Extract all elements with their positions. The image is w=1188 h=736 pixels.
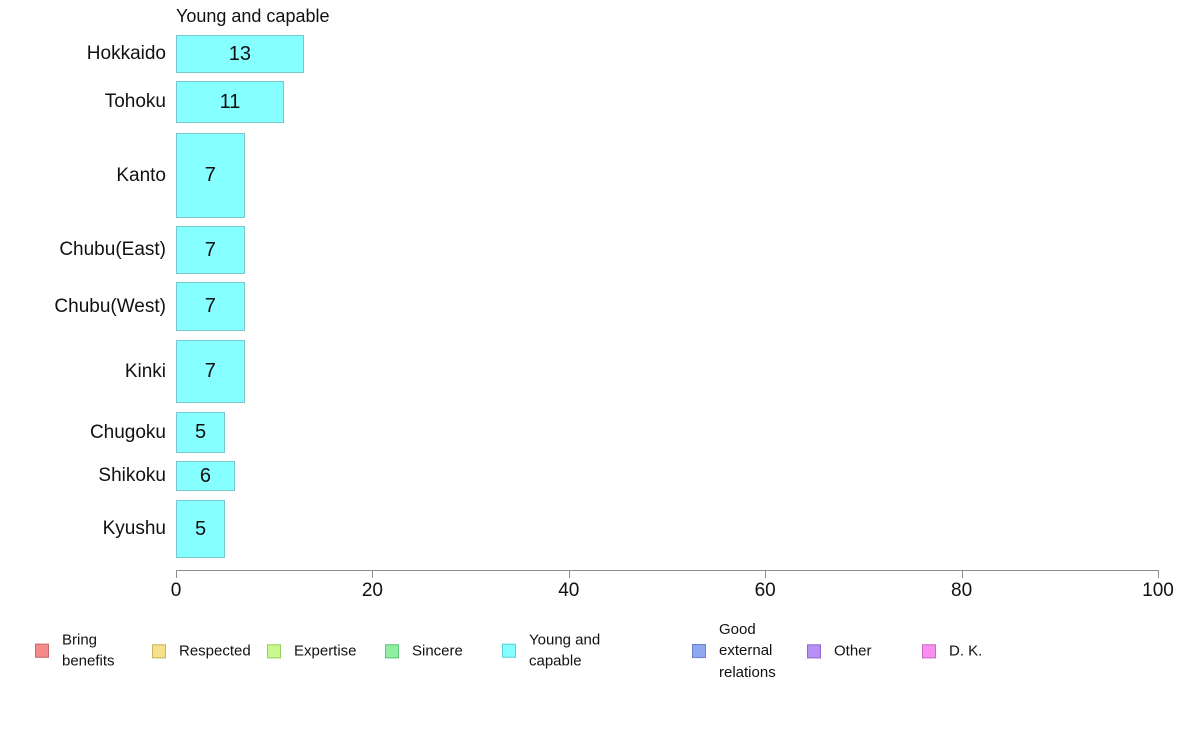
category-label: Hokkaido [86,43,166,64]
legend-swatch [807,643,821,658]
legend-swatch [692,643,706,658]
bar-value-label: 7 [204,164,216,186]
category-label: Chugoku [89,421,166,443]
legend-label: Bring benefits [62,631,115,670]
bar-value-label: 5 [194,517,207,540]
bar-row: Chugoku 5 [0,412,1188,453]
x-axis-tick-label: 0 [170,580,182,601]
bar-value-label: 13 [228,42,251,65]
bar-row: Chubu(East) 7 [0,226,1188,274]
legend-item: Good external relations [692,619,783,683]
legend-swatch [385,643,399,658]
x-axis-tick-mark [176,570,177,578]
legend-label: Sincere [412,642,463,660]
legend-label: Expertise [294,642,357,660]
bar-row: Shikoku 6 [0,461,1188,491]
legend-item: Bring benefits [35,630,142,673]
bar: 5 [176,412,226,453]
legend-item: Young and capable [502,630,609,673]
legend-label: D. K. [949,642,983,660]
category-label: Shikoku [98,465,166,486]
category-label: Kanto [116,164,166,186]
x-axis-tick-mark [765,570,767,578]
legend-swatch [922,643,936,658]
legend-item: Sincere [385,640,463,661]
legend-item: Expertise [267,640,357,661]
x-axis-tick-mark [961,570,963,578]
x-axis-tick-label: 40 [558,580,580,601]
legend-label: Respected [179,642,251,660]
bar-value-label: 7 [204,238,216,261]
bar-row: Tohoku 11 [0,81,1188,123]
legend-swatch [35,644,49,658]
legend-label: Young and capable [529,631,601,670]
bar-row: Hokkaido 13 [0,35,1188,73]
legend-item: D. K. [922,640,982,661]
x-axis-tick-mark [372,570,374,578]
bar: 13 [176,35,304,73]
legend-swatch [502,644,516,658]
bar: 6 [176,461,235,491]
x-axis-tick-label: 20 [361,580,383,601]
bar-value-label: 7 [204,360,216,382]
category-label: Tohoku [104,91,166,112]
bar: 7 [176,226,245,274]
category-label: Kinki [124,360,166,382]
bar-row: Kanto 7 [0,133,1188,218]
legend-label: Good external relations [719,621,776,681]
bar-row: Chubu(West) 7 [0,282,1188,331]
x-axis-line [176,570,1159,571]
category-label: Chubu(West) [54,295,166,317]
legend-swatch [267,643,281,658]
bar: 7 [176,340,245,403]
legend-item: Respected [152,640,251,661]
x-axis-tick-label: 100 [1142,580,1174,601]
bar-value-label: 7 [204,295,216,317]
category-label: Kyushu [102,518,166,539]
bar: 5 [176,500,226,558]
bar: 11 [176,81,285,123]
x-axis-tick-mark [1158,570,1159,578]
legend-swatch [152,643,166,658]
legend-label: Other [834,642,872,660]
bar-value-label: 11 [219,90,241,113]
legend-item: Other [807,640,872,661]
bar: 7 [176,282,245,331]
x-axis-tick-mark [568,570,570,578]
chart-title: Young and capable [176,6,330,26]
x-axis-tick-label: 80 [951,580,973,601]
bar-value-label: 5 [194,421,207,443]
bar-row: Kyushu 5 [0,500,1188,558]
bar: 7 [176,133,245,218]
bar-row: Kinki 7 [0,340,1188,403]
category-label: Chubu(East) [59,239,166,260]
bar-value-label: 6 [199,464,212,487]
x-axis-tick-label: 60 [754,580,776,601]
